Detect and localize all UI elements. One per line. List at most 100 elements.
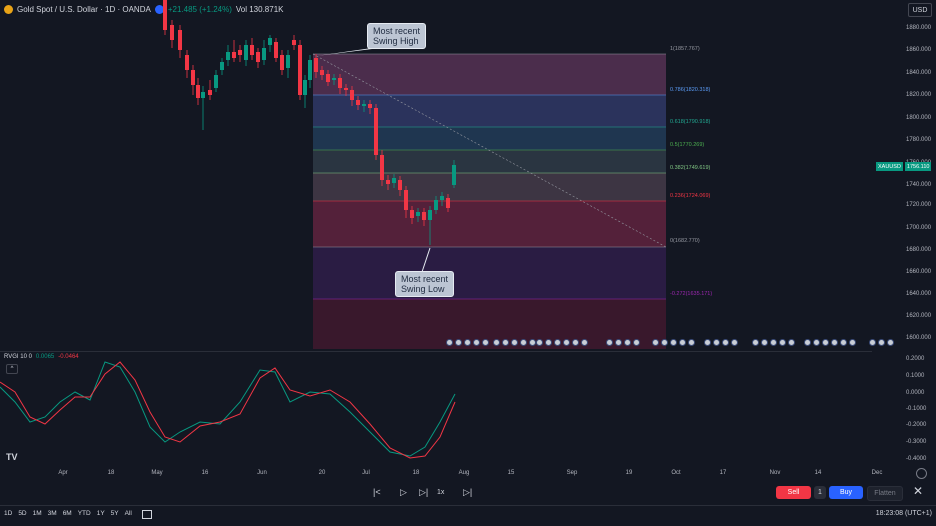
us-flag-icon[interactable] [482, 339, 489, 346]
flatten-button[interactable]: Flatten [867, 486, 903, 501]
callout-swing-low[interactable]: Most recent Swing Low [395, 271, 455, 297]
us-flag-icon[interactable] [831, 339, 838, 346]
candle-body [262, 48, 266, 60]
tf-6m[interactable]: 6M [62, 510, 72, 517]
price-tick: 1680.000 [906, 247, 932, 253]
replay-play-icon[interactable]: ▷ [400, 487, 407, 497]
us-flag-icon[interactable] [455, 339, 462, 346]
sell-button[interactable]: Sell [776, 486, 811, 499]
us-flag-icon[interactable] [563, 339, 570, 346]
tf-3m[interactable]: 3M [47, 510, 57, 517]
us-flag-icon[interactable] [670, 339, 677, 346]
rvgi-chart[interactable] [0, 352, 872, 464]
us-flag-icon[interactable] [869, 339, 876, 346]
us-flag-icon[interactable] [615, 339, 622, 346]
economic-events-row[interactable] [536, 339, 588, 348]
currency-select[interactable]: USD [908, 3, 932, 17]
candle-body [332, 78, 336, 80]
fib-retracement[interactable] [312, 53, 667, 349]
collapse-indicator-icon[interactable]: ^ [6, 364, 18, 374]
us-flag-icon[interactable] [704, 339, 711, 346]
buy-button[interactable]: Buy [829, 486, 863, 499]
candle-body [170, 25, 174, 40]
us-flag-icon[interactable] [849, 339, 856, 346]
us-flag-icon[interactable] [606, 339, 613, 346]
us-flag-icon[interactable] [688, 339, 695, 346]
callout-swing-high[interactable]: Most recent Swing High [367, 23, 427, 49]
tf-1d[interactable]: 1D [4, 510, 13, 517]
symbol-title[interactable]: Gold Spot / U.S. Dollar · 1D · OANDA [17, 4, 151, 14]
us-flag-icon[interactable] [545, 339, 552, 346]
tf-ytd[interactable]: YTD [77, 510, 91, 517]
economic-events-row[interactable] [752, 339, 795, 348]
us-flag-icon[interactable] [804, 339, 811, 346]
economic-events-row[interactable] [606, 339, 640, 348]
replay-jump-end-icon[interactable]: ▷| [463, 487, 473, 497]
us-flag-icon[interactable] [840, 339, 847, 346]
replay-jump-back-icon[interactable]: |< [373, 487, 381, 497]
us-flag-icon[interactable] [581, 339, 588, 346]
time-tick: 16 [201, 470, 209, 476]
us-flag-icon[interactable] [652, 339, 659, 346]
timeframe-bar: 1D 5D 1M 3M 6M YTD 1Y 5Y All [4, 510, 152, 519]
tf-all[interactable]: All [124, 510, 132, 517]
us-flag-icon[interactable] [446, 339, 453, 346]
economic-events-row[interactable] [652, 339, 695, 348]
rvgi-green-line [0, 361, 456, 457]
us-flag-icon[interactable] [722, 339, 729, 346]
tf-5d[interactable]: 5D [18, 510, 27, 517]
us-flag-icon[interactable] [464, 339, 471, 346]
economic-events-row[interactable] [446, 339, 489, 348]
us-flag-icon[interactable] [770, 339, 777, 346]
us-flag-icon[interactable] [679, 339, 686, 346]
quantity-field[interactable]: 1 [814, 486, 826, 499]
settings-gear-icon[interactable] [916, 468, 927, 479]
us-flag-icon[interactable] [779, 339, 786, 346]
rvgi-red-line [0, 361, 456, 459]
us-flag-icon[interactable] [536, 339, 543, 346]
price-tick: 1780.000 [906, 137, 932, 143]
candle-body [238, 50, 242, 55]
us-flag-icon[interactable] [529, 339, 536, 346]
clock[interactable]: 18:23:08 (UTC+1) [875, 510, 932, 517]
economic-events-row[interactable] [493, 339, 536, 348]
tf-1y[interactable]: 1Y [96, 510, 105, 517]
fib-label-neg0272: -0.272(1635.171) [670, 291, 713, 297]
us-flag-icon[interactable] [713, 339, 720, 346]
us-flag-icon[interactable] [493, 339, 500, 346]
tf-5y[interactable]: 5Y [110, 510, 119, 517]
us-flag-icon[interactable] [661, 339, 668, 346]
us-flag-icon[interactable] [633, 339, 640, 346]
us-flag-icon[interactable] [624, 339, 631, 346]
us-flag-icon[interactable] [520, 339, 527, 346]
fib-label-0: 0(1682.770) [670, 238, 700, 244]
replay-speed[interactable]: 1x [437, 489, 445, 496]
economic-events-row[interactable] [704, 339, 738, 348]
economic-events-row[interactable] [869, 339, 894, 348]
us-flag-icon[interactable] [761, 339, 768, 346]
pane-divider[interactable] [0, 351, 872, 352]
candle-body [446, 198, 450, 208]
time-tick: 15 [507, 470, 515, 476]
indicator-tick: 0.0000 [906, 390, 925, 396]
us-flag-icon[interactable] [502, 339, 509, 346]
us-flag-icon[interactable] [731, 339, 738, 346]
us-flag-icon[interactable] [572, 339, 579, 346]
us-flag-icon[interactable] [822, 339, 829, 346]
close-icon[interactable]: ✕ [913, 484, 924, 498]
candle-body [250, 45, 254, 55]
tf-1m[interactable]: 1M [32, 510, 42, 517]
us-flag-icon[interactable] [473, 339, 480, 346]
us-flag-icon[interactable] [511, 339, 518, 346]
indicator-legend[interactable]: RVGI 10 0 0.0065 -0.0464 [4, 354, 79, 360]
us-flag-icon[interactable] [878, 339, 885, 346]
us-flag-icon[interactable] [788, 339, 795, 346]
us-flag-icon[interactable] [554, 339, 561, 346]
us-flag-icon[interactable] [887, 339, 894, 346]
economic-events-row[interactable] [804, 339, 856, 348]
us-flag-icon[interactable] [752, 339, 759, 346]
us-flag-icon[interactable] [813, 339, 820, 346]
replay-step-forward-icon[interactable]: ▷| [419, 487, 429, 497]
calendar-icon[interactable] [141, 510, 152, 519]
price-tick: 1620.000 [906, 313, 932, 319]
